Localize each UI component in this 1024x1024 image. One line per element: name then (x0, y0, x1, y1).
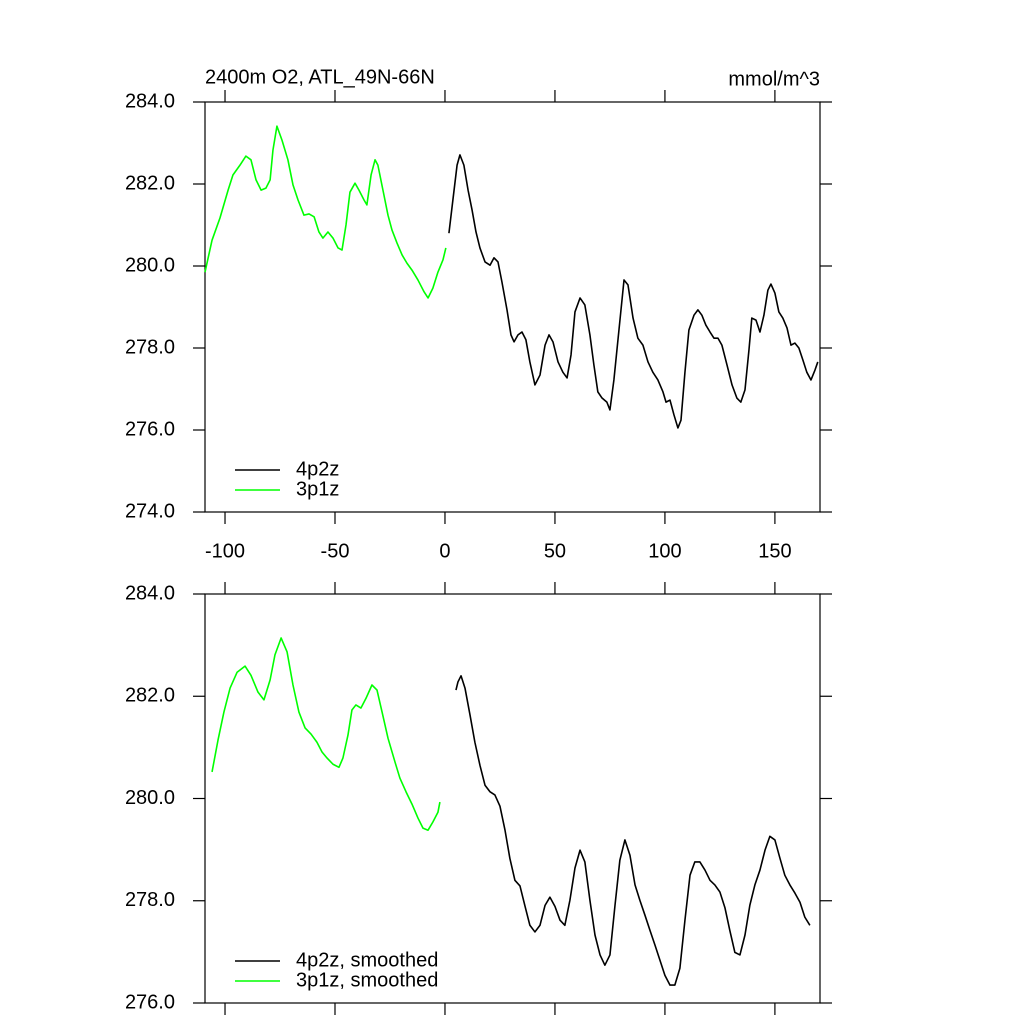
x-tick-label: 50 (544, 540, 566, 562)
x-tick-label: 0 (439, 540, 450, 562)
y-tick-label: 284.0 (125, 582, 175, 604)
data-line (211, 637, 441, 831)
x-tick-label: 100 (648, 540, 681, 562)
units-label: mmol/m^3 (728, 68, 820, 90)
legend-label: 4p2z, smoothed (296, 949, 438, 971)
x-tick-label: -100 (205, 540, 245, 562)
legend-label: 3p1z, smoothed (296, 969, 438, 991)
plot-frame (204, 101, 821, 513)
y-tick-label: 276.0 (125, 418, 175, 440)
data-line (448, 154, 819, 429)
y-tick-label: 276.0 (125, 991, 175, 1013)
y-tick-label: 274.0 (125, 500, 175, 522)
y-tick-label: 278.0 (125, 336, 175, 358)
x-tick-label: -50 (321, 540, 350, 562)
y-tick-label: 280.0 (125, 254, 175, 276)
legend-label: 3p1z (296, 478, 339, 500)
y-tick-label: 284.0 (125, 90, 175, 112)
chart-title: 2400m O2, ATL_49N-66N (205, 66, 435, 88)
y-tick-label: 282.0 (125, 172, 175, 194)
data-line (455, 675, 811, 986)
data-line (204, 125, 447, 299)
legend-label: 4p2z (296, 458, 339, 480)
plot-frame (204, 593, 821, 1004)
y-tick-label: 282.0 (125, 685, 175, 707)
x-tick-label: 150 (758, 540, 791, 562)
y-tick-label: 280.0 (125, 787, 175, 809)
y-tick-label: 278.0 (125, 889, 175, 911)
